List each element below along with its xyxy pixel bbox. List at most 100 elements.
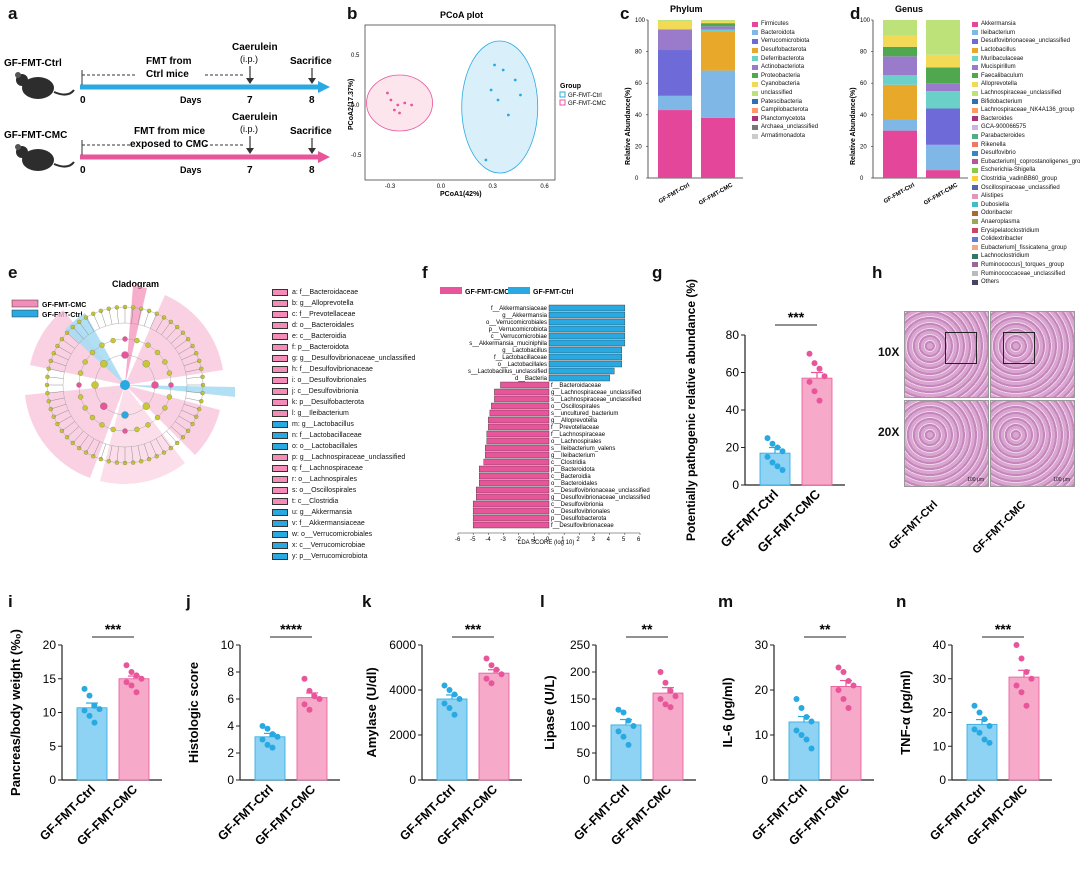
phylum-title: Phylum: [670, 4, 703, 14]
lda-taxon-label: f__Bacteroidaceae: [551, 383, 602, 389]
clado-node: [121, 411, 129, 419]
clado-node: [122, 428, 128, 434]
clado-node: [48, 358, 53, 364]
lda-tick-label: -5: [470, 537, 476, 543]
legend-label: Others: [981, 279, 1000, 286]
legend-item: Desulfovibrio: [972, 149, 1080, 158]
y-tick-label: 40: [726, 403, 740, 417]
data-point: [971, 702, 978, 709]
data-point: [269, 744, 276, 751]
data-point: [483, 655, 490, 662]
legend-swatch: [752, 38, 758, 44]
clado-branch: [50, 360, 67, 367]
pcoa-point: [389, 98, 393, 102]
legend-label: unclassified: [761, 90, 793, 97]
legend-item: Others: [972, 278, 1080, 287]
legend-item: Alistipes: [972, 192, 1080, 201]
legend-item: Erysipelatoclostridium: [972, 226, 1080, 235]
y-tick-label: 0: [583, 773, 590, 787]
group-label-ctrl: GF-FMT-Ctrl: [4, 58, 62, 69]
legend-label: Lachnoclostridium: [981, 253, 1030, 260]
legend-swatch: [752, 90, 758, 96]
clado-legend-item: m: g__Lactobacillus: [272, 419, 432, 430]
clado-swatch: [272, 300, 288, 307]
panel-l-lipase-chart: Lipase (U/L)050100150200250GF-FMT-CtrlGF…: [542, 621, 696, 848]
legend-label: Bacteroidota: [761, 29, 795, 36]
clado-legend-item: u: g__Akkermansia: [272, 507, 432, 518]
svg-text:0: 0: [80, 165, 86, 176]
legend-item: Eubacterium]_coprostanoligenes_group: [972, 158, 1080, 167]
legend-item: Ruminococcus]_torques_group: [972, 261, 1080, 270]
stack-segment: [883, 119, 917, 131]
clado-branch: [137, 308, 142, 325]
genus-ylabel: Relative Abundance(%): [850, 87, 857, 165]
genus-title: Genus: [895, 4, 923, 14]
pcoa-point: [410, 103, 414, 107]
y-axis-label: TNF-α (pg/ml): [898, 670, 913, 755]
stack-segment: [701, 26, 735, 30]
y-tick-label: 40: [860, 113, 867, 119]
clado-legend-item: g: g__Desulfovibrionaceae_unclassified: [272, 353, 432, 364]
legend-label: Deferribacterota: [761, 55, 805, 62]
clado-node: [59, 337, 65, 342]
mag-20x: 20X: [878, 425, 900, 439]
clado-legend-item: r: o__Lachnospirales: [272, 474, 432, 485]
legend-label: Rikenella: [981, 141, 1006, 148]
legend-swatch: [972, 56, 978, 62]
lda-tick-label: 6: [637, 537, 641, 543]
clado-branch: [181, 410, 197, 417]
data-point: [138, 675, 145, 682]
legend-item: Proteobacteria: [752, 72, 818, 81]
clado-label: u: g__Akkermansia: [292, 509, 352, 516]
data-point: [81, 685, 88, 692]
legend-label: Actinobacteriota: [761, 64, 805, 71]
pcoa-legend-cmc: GF-FMT-CMC: [568, 101, 607, 107]
clado-node: [99, 422, 105, 428]
data-point: [808, 745, 815, 752]
legend-item: Bacteroides: [972, 115, 1080, 124]
significance-stars: ***: [465, 621, 482, 637]
stack-segment: [883, 56, 917, 76]
group-label: GF-FMT-Ctrl: [658, 182, 691, 205]
legend-swatch: [972, 30, 978, 36]
data-point: [264, 725, 271, 732]
data-point: [123, 679, 130, 686]
clado-branch: [72, 430, 84, 444]
clado-branch: [100, 310, 107, 327]
clado-branch: [57, 345, 72, 355]
y-axis-label: Amylase (U/dl): [364, 667, 379, 757]
lda-legend-ctrl: GF-FMT-Ctrl: [533, 289, 573, 296]
clado-branch: [78, 435, 89, 449]
data-point: [91, 719, 98, 726]
stack-segment: [883, 46, 917, 57]
y-tick-label: 100: [570, 719, 590, 733]
group-label: GF-FMT-CMC: [923, 182, 959, 207]
stack-segment: [701, 31, 735, 71]
legend-swatch: [972, 245, 978, 251]
clado-branch: [116, 307, 119, 324]
clado-branch: [143, 443, 150, 460]
panel-n-tnfa-chart: TNF-α (pg/ml)010203040GF-FMT-CtrlGF-FMT-…: [898, 621, 1052, 848]
legend-item: Alloprevotella: [972, 80, 1080, 89]
clado-branch: [66, 332, 80, 344]
panel-label-h: h: [872, 263, 883, 282]
data-point: [840, 696, 847, 702]
histo-ctrl-20x: 100 μm: [904, 400, 989, 487]
lda-bar: [494, 388, 550, 396]
pcoa-point: [506, 113, 510, 117]
legend-item: Clostridia_vadinBB60_group: [972, 175, 1080, 184]
legend-label: Desulfovibrionaceae_unclassified: [981, 38, 1071, 45]
caerulein-cmc: Caerulein: [232, 112, 278, 123]
clado-label: i: o__Desulfovibrionales: [292, 377, 367, 384]
pcoa-xtick: 0.0: [437, 184, 446, 190]
clado-branch: [131, 446, 134, 463]
panel-label-a: a: [8, 4, 18, 23]
y-tick-label: 6: [227, 692, 234, 706]
legend-item: Lachnospiraceae_unclassified: [972, 89, 1080, 98]
pcoa-legend-title: Group: [560, 83, 581, 90]
legend-item: GCA-900066575: [972, 123, 1080, 132]
y-tick-label: 2: [227, 746, 234, 760]
legend-item: Anaeroplasma: [972, 218, 1080, 227]
clado-swatch: [272, 553, 288, 560]
legend-item: Oscillospiraceae_unclassified: [972, 183, 1080, 192]
